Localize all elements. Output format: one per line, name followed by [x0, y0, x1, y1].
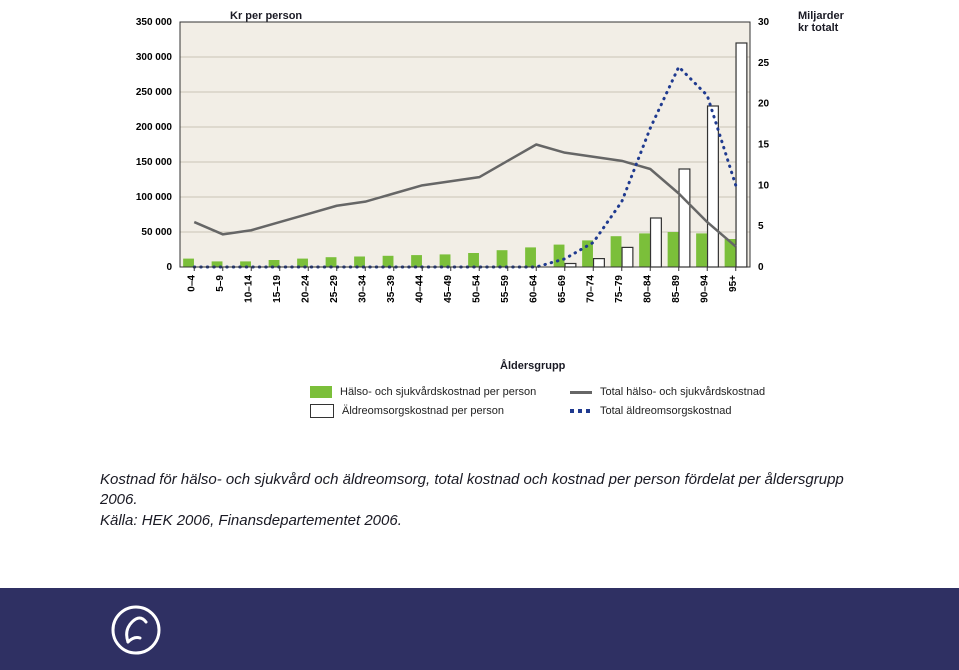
- right-y-axis-title: Miljarder kr totalt: [798, 10, 844, 34]
- svg-text:150 000: 150 000: [136, 157, 173, 168]
- svg-text:10–14: 10–14: [243, 275, 254, 303]
- svg-text:55–59: 55–59: [500, 275, 511, 303]
- svg-text:300 000: 300 000: [136, 52, 173, 63]
- caption-line-1: Kostnad för hälso- och sjukvård och äldr…: [100, 471, 844, 508]
- svg-text:40–44: 40–44: [414, 275, 425, 303]
- legend-item-total-eldercare: Total äldreomsorgskostnad: [570, 404, 830, 418]
- svg-text:35–39: 35–39: [386, 275, 397, 303]
- svg-text:30: 30: [758, 17, 770, 28]
- page-root: { "chart": { "type": "combo-bar-line-dua…: [0, 0, 959, 670]
- svg-text:5: 5: [758, 221, 764, 232]
- svg-text:70–74: 70–74: [585, 275, 596, 303]
- svg-text:15: 15: [758, 140, 770, 151]
- caption-line-2: Källa: HEK 2006, Finansdepartementet 200…: [100, 512, 402, 529]
- svg-text:0: 0: [166, 262, 172, 273]
- footer-logo-icon: [110, 604, 162, 656]
- swatch-dotted-line-icon: [570, 409, 592, 413]
- svg-text:100 000: 100 000: [136, 192, 173, 203]
- svg-text:0–4: 0–4: [186, 275, 197, 292]
- legend-label: Total äldreomsorgskostnad: [600, 405, 731, 417]
- svg-text:5–9: 5–9: [215, 275, 226, 292]
- left-y-axis-title: Kr per person: [230, 10, 302, 22]
- cost-by-age-chart: Kr per person Miljarder kr totalt 050 00…: [110, 10, 770, 410]
- svg-text:25–29: 25–29: [329, 275, 340, 303]
- svg-text:25: 25: [758, 58, 770, 69]
- swatch-outline-bar-icon: [310, 404, 334, 418]
- svg-text:75–79: 75–79: [614, 275, 625, 303]
- svg-text:80–84: 80–84: [642, 275, 653, 303]
- svg-text:350 000: 350 000: [136, 17, 173, 28]
- legend-item-eldercare-per-person: Äldreomsorgskostnad per person: [310, 404, 570, 418]
- chart-svg: 050 000100 000150 000200 000250 000300 0…: [110, 10, 770, 355]
- svg-text:200 000: 200 000: [136, 122, 173, 133]
- footer-band: [0, 588, 959, 670]
- x-axis-title: Åldersgrupp: [500, 360, 565, 372]
- legend-item-health-per-person: Hälso- och sjukvårdskostnad per person: [310, 386, 570, 398]
- legend-label: Äldreomsorgskostnad per person: [342, 405, 504, 417]
- chart-legend: Hälso- och sjukvårdskostnad per person T…: [310, 380, 830, 418]
- swatch-green-bar-icon: [310, 386, 332, 398]
- svg-text:90–94: 90–94: [699, 275, 710, 303]
- swatch-solid-line-icon: [570, 391, 592, 394]
- legend-item-total-health: Total hälso- och sjukvårdskostnad: [570, 386, 830, 398]
- svg-text:95+: 95+: [728, 275, 739, 292]
- svg-text:65–69: 65–69: [557, 275, 568, 303]
- svg-text:50 000: 50 000: [141, 227, 172, 238]
- svg-text:20: 20: [758, 99, 770, 110]
- svg-text:30–34: 30–34: [357, 275, 368, 303]
- svg-text:0: 0: [758, 262, 764, 273]
- legend-label: Hälso- och sjukvårdskostnad per person: [340, 386, 536, 398]
- svg-text:15–19: 15–19: [272, 275, 283, 303]
- legend-label: Total hälso- och sjukvårdskostnad: [600, 386, 765, 398]
- svg-text:250 000: 250 000: [136, 87, 173, 98]
- figure-caption: Kostnad för hälso- och sjukvård och äldr…: [100, 470, 860, 531]
- svg-text:85–89: 85–89: [671, 275, 682, 303]
- svg-text:60–64: 60–64: [528, 275, 539, 303]
- svg-text:20–24: 20–24: [300, 275, 311, 303]
- svg-text:10: 10: [758, 180, 770, 191]
- svg-text:45–49: 45–49: [443, 275, 454, 303]
- svg-text:50–54: 50–54: [471, 275, 482, 303]
